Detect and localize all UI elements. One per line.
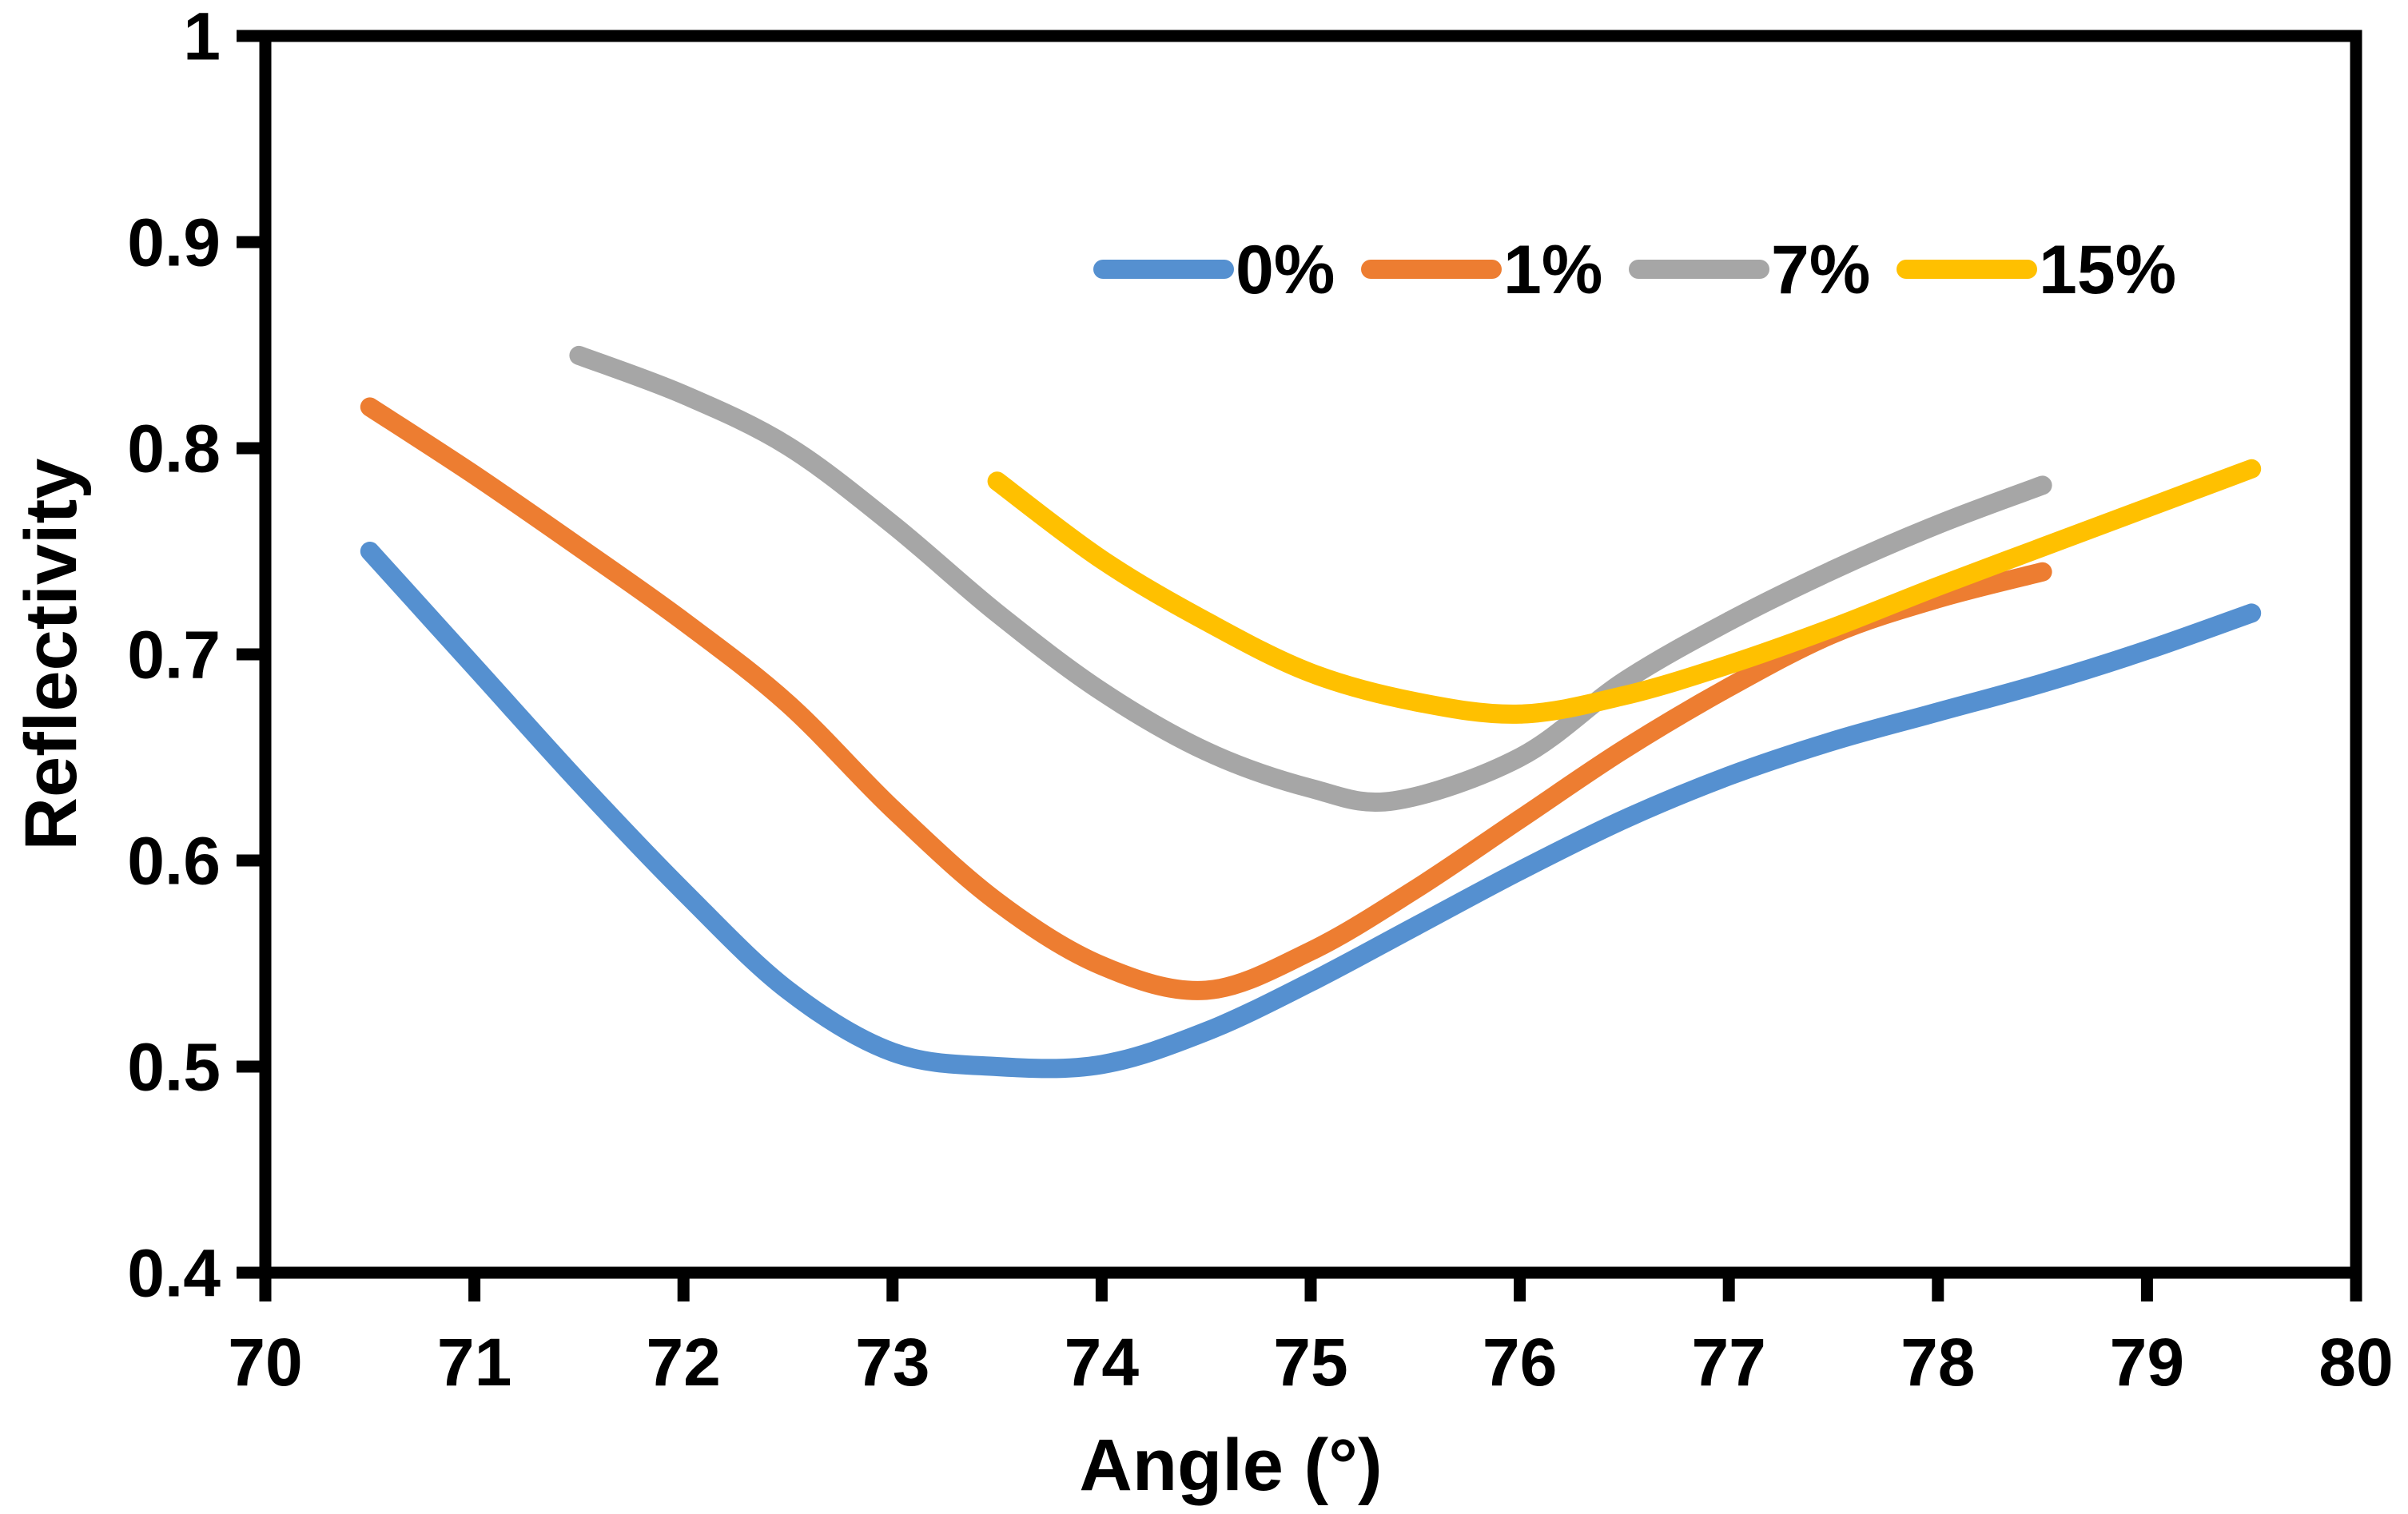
x-axis-tick-label: 77	[1691, 1325, 1765, 1400]
y-axis-tick-label: 0.6	[127, 823, 221, 898]
legend-label-1%[interactable]: 1%	[1503, 232, 1602, 308]
y-axis-tick-label: 0.8	[127, 411, 221, 486]
legend-label-0%[interactable]: 0%	[1236, 232, 1335, 308]
y-axis-tick-label: 1	[183, 0, 221, 74]
x-axis-tick-label: 70	[228, 1325, 302, 1400]
x-axis-tick-label: 71	[437, 1325, 511, 1400]
x-axis-title: Angle (°)	[1079, 1425, 1382, 1506]
x-axis-tick-label: 72	[646, 1325, 720, 1400]
x-axis-tick-label: 73	[855, 1325, 929, 1400]
x-axis-tick-label: 74	[1065, 1325, 1140, 1400]
x-axis-tick-label: 78	[1901, 1325, 1975, 1400]
y-axis-tick-label: 0.5	[127, 1029, 221, 1104]
series-line-0%	[360, 542, 2262, 1079]
x-axis-tick-label: 80	[2318, 1325, 2393, 1400]
y-axis-tick-label: 0.4	[127, 1235, 221, 1310]
legend-label-7%[interactable]: 7%	[1771, 232, 1870, 308]
plot-border	[259, 30, 2362, 1279]
x-axis-tick-label: 79	[2110, 1325, 2184, 1400]
y-axis-tick-label: 0.7	[127, 617, 221, 692]
series-line-7%	[569, 345, 2052, 813]
series-line-15%	[987, 459, 2262, 724]
x-axis-tick-label: 76	[1483, 1325, 1557, 1400]
y-axis-tick-label: 0.9	[127, 205, 221, 280]
x-axis-tick-label: 75	[1273, 1325, 1347, 1400]
y-axis-title: Reflectivity	[10, 459, 92, 851]
legend-label-15%[interactable]: 15%	[2039, 232, 2176, 308]
series-line-1%	[360, 397, 2052, 1000]
